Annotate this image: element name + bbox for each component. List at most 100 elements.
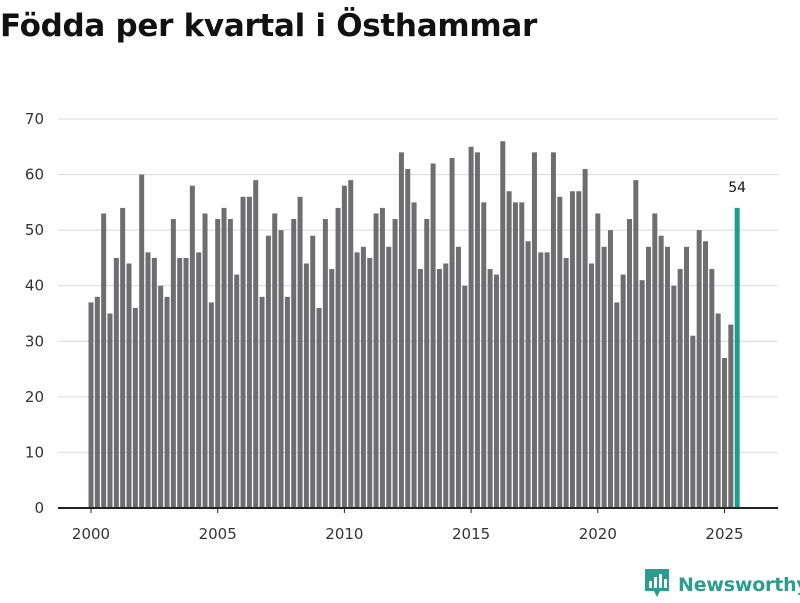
bar (601, 246, 607, 508)
bar (158, 285, 164, 508)
bar (151, 257, 157, 508)
y-tick-label: 60 (25, 166, 44, 184)
bar (177, 257, 183, 508)
bar (506, 191, 512, 509)
newsworthy-logo-icon (644, 568, 670, 603)
bar (430, 163, 436, 508)
bar (354, 252, 360, 508)
bar (202, 213, 208, 508)
bar (373, 213, 379, 508)
bar (709, 269, 715, 508)
y-tick-label: 0 (34, 499, 44, 517)
bar (170, 219, 176, 508)
y-tick-label: 50 (25, 221, 44, 239)
bar (512, 202, 518, 509)
bar (443, 263, 449, 508)
bar (272, 213, 278, 508)
bar (417, 269, 423, 508)
bar (386, 246, 392, 508)
bar (582, 169, 588, 508)
bar (569, 191, 575, 509)
y-tick-label: 40 (25, 277, 44, 295)
x-axis: 2000 2005 2010 2015 2020 2025 (58, 507, 778, 543)
bar (525, 241, 531, 508)
bar (398, 152, 404, 508)
bar (303, 263, 309, 508)
bar (652, 213, 658, 508)
bar (107, 313, 113, 508)
bar (620, 274, 626, 508)
bar (424, 219, 430, 508)
bar (284, 296, 290, 508)
bar (544, 252, 550, 508)
bar (671, 285, 677, 508)
bar (722, 357, 727, 508)
bar (240, 196, 246, 509)
bar (683, 246, 689, 508)
bar (278, 230, 284, 508)
bar (259, 296, 265, 508)
bar (696, 230, 702, 508)
bar (101, 213, 107, 508)
bar (132, 307, 138, 508)
bar (215, 219, 221, 508)
x-tick-label: 2010 (325, 525, 363, 543)
x-tick-label: 2005 (199, 525, 237, 543)
bar (658, 235, 664, 508)
bar (607, 230, 613, 508)
bar (253, 180, 259, 508)
bar (367, 257, 373, 508)
highlight-value-label: 54 (728, 180, 746, 196)
bar (550, 152, 556, 508)
bar-highlight (734, 207, 740, 508)
bar (664, 246, 670, 508)
bar (297, 196, 303, 509)
bar (139, 174, 145, 508)
bar (531, 152, 537, 508)
bar (120, 207, 126, 508)
x-tick-label: 2000 (72, 525, 110, 543)
bar (588, 263, 594, 508)
bar (519, 202, 525, 509)
x-tick-label: 2015 (452, 525, 490, 543)
y-axis-ticks: 0 10 20 30 40 50 60 70 (25, 110, 44, 517)
bar (145, 252, 151, 508)
bar (246, 196, 252, 509)
bar (703, 241, 708, 508)
y-tick-label: 30 (25, 332, 44, 350)
bar (360, 246, 366, 508)
y-tick-label: 10 (25, 443, 44, 461)
bar (481, 202, 487, 509)
bar (348, 180, 354, 508)
brand-name: Newsworthy (678, 574, 800, 596)
bar (468, 146, 474, 509)
bar (310, 235, 316, 508)
bars (88, 141, 740, 509)
bar (94, 296, 100, 508)
bar (113, 257, 119, 508)
bar (449, 157, 455, 508)
bar (462, 285, 468, 508)
bar (164, 296, 170, 508)
bar (234, 274, 240, 508)
bar (227, 219, 233, 508)
bar (196, 252, 202, 508)
bar (329, 269, 335, 508)
bar (677, 269, 683, 508)
bar (405, 169, 411, 508)
bar (341, 185, 347, 508)
bar (316, 307, 322, 508)
bar (126, 263, 132, 508)
bar (626, 219, 632, 508)
bar (614, 302, 620, 508)
bar (500, 141, 506, 509)
bar (563, 257, 569, 508)
bar (88, 302, 94, 508)
bar (474, 152, 480, 508)
bar (291, 219, 297, 508)
bar (436, 269, 442, 508)
bar (557, 196, 563, 509)
bar (690, 335, 696, 508)
bar (487, 269, 493, 508)
